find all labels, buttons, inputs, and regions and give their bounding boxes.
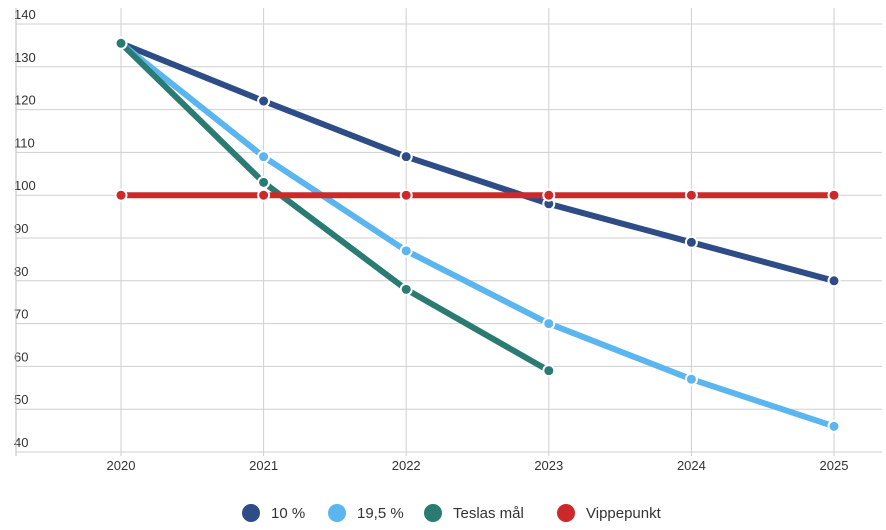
x-tick-label: 2022: [392, 458, 421, 473]
data-point: [257, 150, 271, 164]
data-point: [399, 282, 413, 296]
series-1: [114, 36, 841, 433]
data-point: [684, 372, 698, 386]
y-tick-label: 120: [14, 93, 36, 108]
axes: 40 50 60 70 80 90 100 110 120 130 140 2020 2021 2022 2…: [14, 7, 848, 473]
series-line: [118, 40, 837, 430]
data-point: [257, 188, 271, 202]
y-tick-label: 40: [14, 435, 28, 450]
legend-marker: [328, 504, 346, 522]
legend-marker: [424, 504, 442, 522]
y-tick-label: 60: [14, 349, 28, 364]
data-point: [827, 274, 841, 288]
data-point: [399, 150, 413, 164]
legend-label: Vippepunkt: [586, 505, 662, 522]
data-point: [542, 188, 556, 202]
x-tick-label: 2021: [249, 458, 278, 473]
series-lines: [114, 36, 841, 433]
data-point: [542, 317, 556, 331]
x-tick-label: 2020: [107, 458, 136, 473]
y-tick-label: 140: [14, 7, 36, 22]
data-point: [684, 235, 698, 249]
data-point: [684, 188, 698, 202]
legend: 10 % 19,5 % Teslas mål Vippepunkt: [242, 504, 662, 522]
y-tick-label: 110: [14, 135, 35, 150]
grid: [16, 8, 882, 456]
series-line: [118, 40, 552, 374]
legend-item[interactable]: 10 %: [242, 504, 305, 522]
legend-label: 19,5 %: [357, 505, 404, 522]
y-tick-label: 70: [14, 307, 28, 322]
legend-item[interactable]: Vippepunkt: [557, 504, 662, 522]
series-0: [114, 36, 841, 288]
legend-marker: [242, 504, 260, 522]
data-point: [827, 188, 841, 202]
series-line: [118, 40, 837, 284]
legend-marker: [557, 504, 575, 522]
data-point: [257, 175, 271, 189]
y-tick-label: 90: [14, 221, 28, 236]
data-point: [399, 188, 413, 202]
y-tick-label: 100: [14, 178, 36, 193]
legend-item[interactable]: 19,5 %: [328, 504, 404, 522]
data-point: [827, 419, 841, 433]
y-tick-label: 80: [14, 264, 28, 279]
data-point: [399, 244, 413, 258]
y-tick-label: 130: [14, 50, 36, 65]
data-point: [114, 188, 128, 202]
series-2: [114, 36, 556, 378]
series-3: [114, 188, 841, 202]
data-point: [257, 94, 271, 108]
x-tick-label: 2025: [820, 458, 849, 473]
x-tick-label: 2023: [534, 458, 563, 473]
legend-label: Teslas mål: [453, 505, 524, 522]
x-tick-label: 2024: [677, 458, 706, 473]
legend-label: 10 %: [271, 505, 305, 522]
y-tick-label: 50: [14, 392, 28, 407]
data-point: [114, 36, 128, 50]
legend-item[interactable]: Teslas mål: [424, 504, 524, 522]
data-point: [542, 364, 556, 378]
